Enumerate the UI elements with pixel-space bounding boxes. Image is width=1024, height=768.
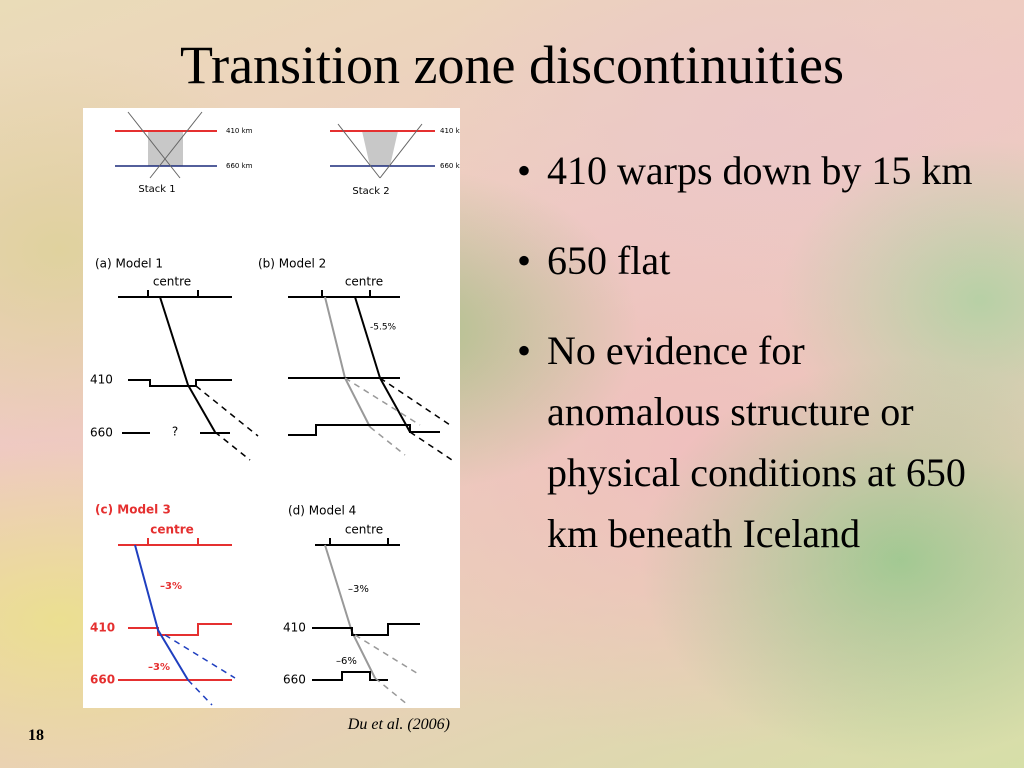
- surface: [118, 538, 232, 546]
- note: ?: [172, 425, 178, 439]
- note: -5.5%: [370, 323, 397, 333]
- citation: Du et al. (2006): [347, 716, 450, 733]
- depth-label: 410: [90, 373, 113, 387]
- ray-path: [134, 544, 189, 681]
- ray-dashed: [164, 634, 236, 706]
- bullet: No evidence for anomalous structure or p…: [517, 320, 987, 564]
- model-label: (c) Model 3: [95, 503, 171, 517]
- line-660: [288, 424, 440, 436]
- figure-background: [83, 108, 460, 708]
- ray-dashed: [195, 385, 259, 461]
- note: –3%: [348, 584, 369, 595]
- ray-dashed: [354, 634, 421, 706]
- depth-label: 660: [90, 426, 113, 440]
- line-410: [312, 623, 420, 636]
- stack-shade: [148, 131, 183, 166]
- stack-label: Stack 1: [138, 184, 175, 195]
- surface: [315, 538, 400, 546]
- stack-shade: [362, 131, 398, 166]
- depth-label: 660: [90, 673, 115, 687]
- bullet: 650 flat: [517, 230, 987, 291]
- note: –6%: [336, 656, 357, 667]
- depth-label: 410 km: [440, 127, 460, 135]
- model-label: (d) Model 4: [288, 504, 356, 518]
- model-label: (a) Model 1: [95, 257, 163, 271]
- depth-label: 410: [90, 621, 115, 635]
- ray: [127, 111, 203, 179]
- centre-label: centre: [345, 523, 383, 537]
- page-number: 18: [28, 727, 44, 744]
- surface: [288, 290, 400, 298]
- depth-label: 660 km: [440, 162, 460, 170]
- note: –3%: [160, 581, 182, 592]
- depth-label: 660: [283, 673, 306, 687]
- ray-dashed: [379, 377, 456, 463]
- depth-label: 410 km: [226, 127, 253, 135]
- figure: 410 km 660 km Stack 1 410 km 660 km Stac…: [83, 108, 460, 708]
- surface: [118, 290, 232, 298]
- ray-dashed: [344, 377, 421, 456]
- slide-title: Transition zone discontinuities: [180, 35, 844, 95]
- centre-label: centre: [153, 275, 191, 289]
- line-410: [128, 379, 232, 387]
- ray: [337, 123, 423, 179]
- depth-label: 660 km: [226, 162, 253, 170]
- centre-label: centre: [150, 523, 194, 537]
- depth-label: 410: [283, 621, 306, 635]
- bullet: 410 warps down by 15 km: [517, 140, 987, 201]
- line-660: [312, 671, 388, 681]
- stack-label: Stack 2: [352, 186, 389, 197]
- centre-label: centre: [345, 275, 383, 289]
- note: –3%: [148, 662, 170, 673]
- line-410: [128, 623, 232, 636]
- bullet-list: 410 warps down by 15 km 650 flat No evid…: [517, 140, 987, 593]
- model-label: (b) Model 2: [258, 257, 326, 271]
